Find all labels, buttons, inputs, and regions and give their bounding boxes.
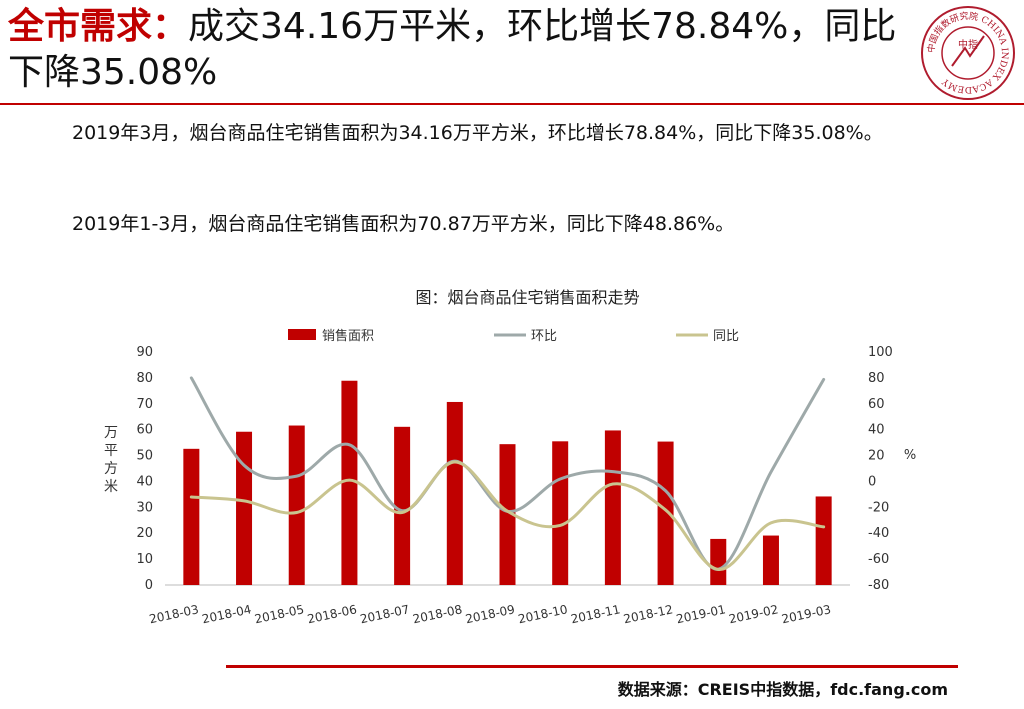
y2-axis-label: %	[904, 448, 916, 463]
y-axis-label-char: 万	[104, 425, 118, 441]
bar	[499, 444, 516, 585]
y-tick-label: 70	[136, 397, 153, 412]
legend-swatch-bar	[288, 329, 316, 340]
x-tick-label: 2018-08	[411, 602, 463, 626]
bar	[815, 496, 832, 585]
bar	[552, 441, 569, 585]
bar	[604, 430, 621, 585]
y-tick-label: 40	[136, 474, 153, 489]
x-tick-label: 2018-07	[359, 602, 411, 626]
bar	[394, 426, 411, 585]
x-tick-label: 2018-03	[148, 602, 200, 626]
paragraph-quarterly: 2019年1-3月，烟台商品住宅销售面积为70.87万平方米，同比下降48.86…	[72, 213, 735, 235]
y-tick-label: 90	[136, 345, 153, 360]
x-tick-label: 2018-11	[570, 602, 622, 626]
bar	[236, 431, 253, 585]
y2-tick-label: 0	[868, 474, 876, 489]
y-tick-label: 60	[136, 423, 153, 438]
y-tick-label: 10	[136, 552, 153, 567]
y2-tick-label: 60	[868, 397, 885, 412]
y-tick-label: 20	[136, 526, 153, 541]
y-axis-label-char: 米	[104, 479, 118, 495]
x-tick-label: 2018-09	[464, 602, 516, 626]
bar	[288, 425, 305, 585]
y2-tick-label: 40	[868, 423, 885, 438]
x-tick-label: 2019-03	[780, 602, 832, 626]
paragraph-monthly: 2019年3月，烟台商品住宅销售面积为34.16万平方米，环比增长78.84%，…	[72, 122, 883, 144]
bar	[183, 448, 200, 585]
data-source: 数据来源：CREIS中指数据，fdc.fang.com	[617, 680, 948, 699]
title-highlight: 全市需求：	[8, 6, 189, 47]
y2-tick-label: -80	[868, 578, 889, 593]
y2-tick-label: -20	[868, 500, 889, 515]
series-line-yoy	[189, 460, 826, 571]
y-axis-label-char: 方	[104, 461, 118, 477]
bar	[762, 535, 779, 585]
x-tick-label: 2018-12	[622, 602, 674, 626]
page-title: 全市需求：成交34.16万平米，环比增长78.84%，同比下降35.08%	[8, 4, 913, 96]
legend-label-yoy: 同比	[713, 329, 739, 344]
bar	[657, 441, 674, 585]
bar	[341, 380, 358, 585]
y2-tick-label: -60	[868, 552, 889, 567]
x-tick-label: 2019-01	[675, 602, 727, 626]
y2-tick-label: 100	[868, 345, 893, 360]
x-tick-label: 2018-04	[201, 602, 253, 626]
x-tick-label: 2018-10	[517, 602, 569, 626]
x-tick-label: 2018-06	[306, 602, 358, 626]
legend-label-mom: 环比	[531, 329, 557, 344]
logo-center-text: 中指	[958, 38, 978, 51]
bar	[446, 401, 463, 585]
y2-tick-label: 20	[868, 449, 885, 464]
y-tick-label: 80	[136, 371, 153, 386]
logo-seal: 中国指数研究院 CHINA INDEX ACADEMY 中指	[921, 6, 1015, 100]
legend-label-bar: 销售面积	[322, 328, 374, 344]
chart-title: 图：烟台商品住宅销售面积走势	[415, 288, 639, 307]
y2-tick-label: -40	[868, 526, 889, 541]
y-tick-label: 50	[136, 449, 153, 464]
y2-tick-label: 80	[868, 371, 885, 386]
source-divider	[226, 665, 958, 668]
title-divider	[0, 103, 1024, 105]
x-tick-label: 2019-02	[728, 602, 780, 626]
y-tick-label: 30	[136, 500, 153, 515]
y-tick-label: 0	[145, 578, 153, 593]
y-axis-label-char: 平	[104, 443, 118, 459]
x-tick-label: 2018-05	[253, 602, 305, 626]
title-rest: 成交34.16万平米，环比增长78.84%，同比下降35.08%	[8, 6, 897, 93]
bar	[710, 538, 727, 585]
